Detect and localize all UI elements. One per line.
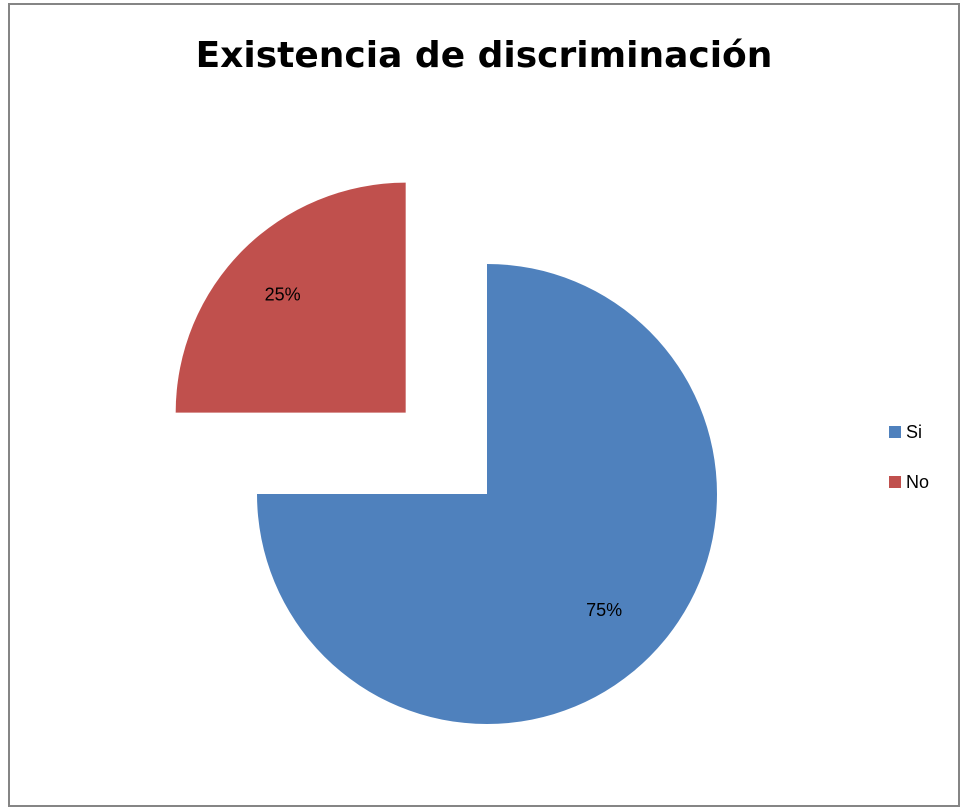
data-label-no: 25% [265,284,301,304]
legend-item-si: Si [889,419,959,445]
legend-label-no: No [906,471,930,492]
pie-slice-si [257,264,717,724]
data-label-si: 75% [586,600,622,620]
chart-area: Existencia de discriminación 75% 25% Si No [8,3,960,807]
legend-item-no: No [889,469,959,495]
legend-label-si: Si [906,421,923,442]
legend-swatch-no [889,476,901,488]
pie-plot: 75% 25% [175,182,717,724]
chart-title: Existencia de discriminación [195,35,773,76]
pie-slice-no [175,182,406,413]
legend: Si No [889,419,959,519]
legend-swatch-si [889,426,901,438]
